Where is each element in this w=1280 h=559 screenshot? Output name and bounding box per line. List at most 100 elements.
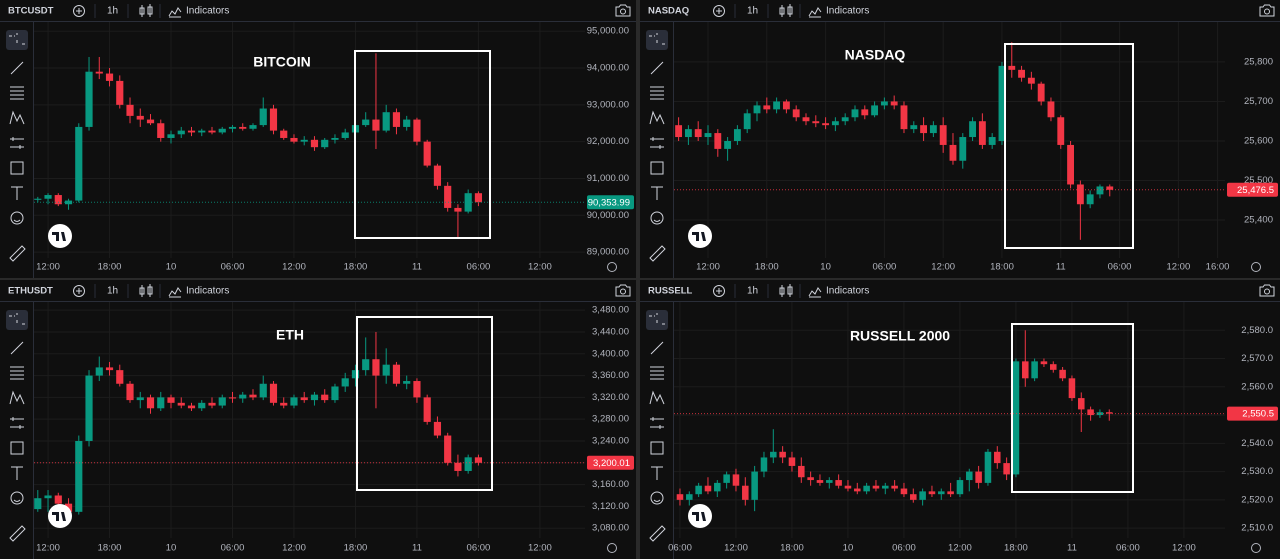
emoji-tool[interactable] <box>650 211 664 225</box>
trend-line-tool[interactable] <box>650 341 664 355</box>
ruler-tool[interactable] <box>649 525 666 542</box>
text-tool[interactable] <box>651 466 663 480</box>
chart-settings-icon[interactable] <box>1251 262 1261 272</box>
emoji-tool[interactable] <box>650 491 664 505</box>
forecast-tool[interactable] <box>10 417 24 429</box>
snapshot-icon[interactable] <box>615 4 631 17</box>
indicators-icon[interactable] <box>808 287 822 298</box>
crosshair-tool[interactable] <box>9 313 25 325</box>
candle-body <box>392 364 401 384</box>
forecast-tool[interactable] <box>650 137 664 149</box>
emoji-tool[interactable] <box>10 211 24 225</box>
candle-body <box>136 115 144 120</box>
emoji-tool[interactable] <box>653 219 661 222</box>
chart-style-icon[interactable] <box>139 284 153 297</box>
fib-tool[interactable] <box>10 86 24 100</box>
shape-tool[interactable] <box>650 161 664 175</box>
chart-settings-icon[interactable] <box>607 262 617 272</box>
chart-settings-icon[interactable] <box>607 543 617 553</box>
interval[interactable]: 1h <box>107 286 118 297</box>
crosshair-tool[interactable] <box>649 33 665 45</box>
trend-line-tool[interactable] <box>650 61 664 75</box>
add-symbol-icon[interactable] <box>73 5 85 17</box>
add-symbol-icon[interactable] <box>716 288 722 294</box>
add-symbol-icon[interactable] <box>73 285 85 297</box>
candle-body <box>474 457 483 463</box>
add-symbol-icon[interactable] <box>716 8 722 14</box>
trend-line-tool[interactable] <box>10 61 24 75</box>
last-price-label: 90,353.99 <box>588 197 630 208</box>
crosshair-tool[interactable] <box>9 33 25 45</box>
symbol[interactable]: ETHUSDT <box>8 286 53 297</box>
x-tick-label: 06:00 <box>892 543 916 554</box>
snapshot-icon[interactable] <box>1264 8 1270 15</box>
emoji-tool[interactable] <box>10 491 24 505</box>
candle-body <box>802 117 810 122</box>
crosshair-tool[interactable] <box>649 313 665 325</box>
indicators-button[interactable]: Indicators <box>186 6 229 17</box>
forecast-tool[interactable] <box>10 137 24 149</box>
snapshot-icon[interactable] <box>1259 4 1275 17</box>
text-tool[interactable] <box>11 186 23 200</box>
candle-body <box>880 101 888 106</box>
symbol[interactable]: RUSSELL <box>648 286 693 297</box>
indicators-icon[interactable] <box>168 7 182 18</box>
emoji-tool[interactable] <box>13 499 21 502</box>
ruler-tool[interactable] <box>9 245 26 262</box>
candle-body <box>116 370 124 384</box>
emoji-tool[interactable] <box>13 219 21 222</box>
indicators-button[interactable]: Indicators <box>186 286 229 297</box>
ruler-tool[interactable] <box>649 245 666 262</box>
pattern-tool[interactable] <box>649 390 665 405</box>
fib-tool[interactable] <box>650 366 664 380</box>
pattern-tool[interactable] <box>9 110 25 125</box>
x-tick-label: 10 <box>820 262 831 273</box>
snapshot-icon[interactable] <box>620 288 626 295</box>
candle-body <box>218 128 226 133</box>
indicators-button[interactable]: Indicators <box>826 286 869 297</box>
chart-style-icon[interactable] <box>779 4 793 17</box>
x-tick-label: 06:00 <box>872 262 896 273</box>
interval[interactable]: 1h <box>747 286 758 297</box>
candle-body <box>239 126 247 129</box>
pattern-tool[interactable] <box>649 110 665 125</box>
snapshot-icon[interactable] <box>1264 288 1270 295</box>
text-tool[interactable] <box>11 466 23 480</box>
add-symbol-icon[interactable] <box>76 288 82 294</box>
symbol[interactable]: NASDAQ <box>648 6 689 17</box>
add-symbol-icon[interactable] <box>713 285 725 297</box>
candle-body <box>984 451 992 483</box>
candle-body <box>975 471 982 483</box>
symbol[interactable]: BTCUSDT <box>8 6 54 17</box>
interval[interactable]: 1h <box>107 6 118 17</box>
snapshot-icon[interactable] <box>620 8 626 15</box>
add-symbol-icon[interactable] <box>76 8 82 14</box>
indicators-button[interactable]: Indicators <box>826 6 869 17</box>
fib-tool[interactable] <box>650 86 664 100</box>
snapshot-icon[interactable] <box>615 284 631 297</box>
emoji-tool[interactable] <box>653 499 661 502</box>
ruler-tool[interactable] <box>9 525 26 542</box>
candle-body <box>978 121 986 145</box>
candle-body <box>751 471 758 500</box>
shape-tool[interactable] <box>650 441 664 455</box>
shape-tool[interactable] <box>10 441 24 455</box>
add-symbol-icon[interactable] <box>713 5 725 17</box>
indicators-icon[interactable] <box>808 7 822 18</box>
tradingview-logo <box>688 224 712 248</box>
pattern-tool[interactable] <box>9 390 25 405</box>
chart-style-icon[interactable] <box>779 284 793 297</box>
interval[interactable]: 1h <box>747 6 758 17</box>
chart-settings-icon[interactable] <box>1251 543 1261 553</box>
snapshot-icon[interactable] <box>1259 284 1275 297</box>
indicators-icon[interactable] <box>168 287 182 298</box>
fib-tool[interactable] <box>10 366 24 380</box>
candle-body <box>34 198 42 200</box>
text-tool[interactable] <box>651 186 663 200</box>
candle-body <box>167 134 175 138</box>
candle-body <box>44 195 52 199</box>
shape-tool[interactable] <box>10 161 24 175</box>
forecast-tool[interactable] <box>650 417 664 429</box>
trend-line-tool[interactable] <box>10 341 24 355</box>
chart-style-icon[interactable] <box>139 4 153 17</box>
